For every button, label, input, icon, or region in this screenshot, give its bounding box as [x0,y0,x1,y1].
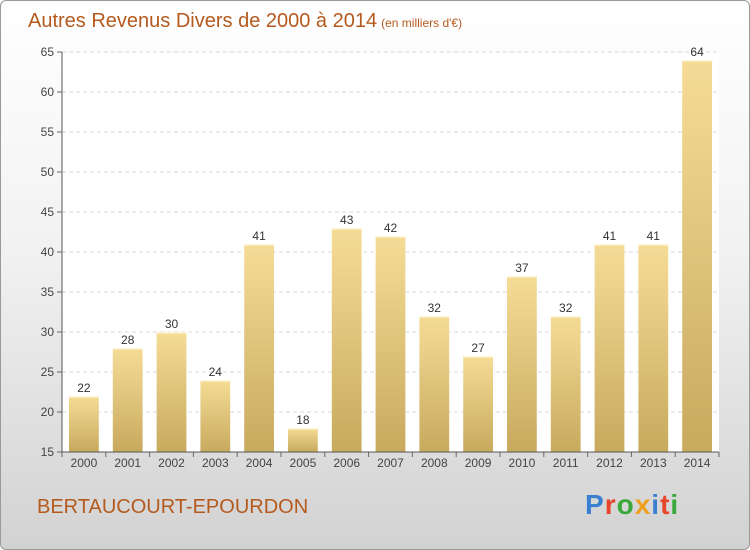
title-main: Autres Revenus Divers de 2000 à 2014 [28,10,378,32]
value-label: 41 [603,229,617,243]
bar [331,228,362,452]
x-tick-label: 2003 [202,456,229,470]
value-label: 32 [428,301,442,315]
bar [463,356,493,452]
x-tick-label: 2005 [290,456,317,470]
bar-highlight [463,356,493,358]
logo-letter: P [585,489,605,520]
value-label: 43 [340,213,354,227]
value-label: 32 [559,301,573,315]
x-tick-label: 2007 [377,456,404,470]
x-tick-label: 2008 [421,456,448,470]
bar [112,348,143,452]
bar [244,244,274,452]
value-label: 30 [165,317,179,331]
proxiti-logo[interactable]: Proxiti [585,489,679,521]
y-tick-label: 15 [41,445,55,459]
chart-title: Autres Revenus Divers de 2000 à 2014 (en … [28,10,462,33]
bar [288,428,318,452]
y-axis-ticks: 15 20 25 30 35 40 45 50 55 60 65 [41,45,62,459]
y-tick-label: 55 [41,125,55,139]
x-tick-label: 2000 [71,456,98,470]
title-subtitle: (en milliers d'€) [381,16,463,30]
value-label: 27 [471,341,485,355]
value-label: 64 [690,45,704,59]
bar [200,380,231,452]
y-tick-label: 30 [41,325,55,339]
bar-highlight [288,428,318,430]
x-tick-label: 2013 [640,456,667,470]
y-tick-label: 45 [41,205,55,219]
bar [682,60,712,452]
bar-highlight [156,332,187,334]
value-label: 41 [647,229,661,243]
location-label: BERTAUCOURT-EPOURDON [37,496,309,518]
x-tick-label: 2002 [158,456,185,470]
bars [69,60,712,452]
y-tick-label: 25 [41,365,55,379]
y-tick-label: 40 [41,245,55,259]
bar-highlight [375,236,406,238]
bar-highlight [244,244,274,246]
y-tick-label: 20 [41,405,55,419]
x-tick-label: 2010 [509,456,536,470]
value-label: 24 [209,365,223,379]
value-label: 18 [296,413,310,427]
y-tick-label: 60 [41,85,55,99]
bar [507,276,537,452]
bar-highlight [112,348,143,350]
y-tick-label: 35 [41,285,55,299]
logo-letter: t [660,489,671,520]
value-label: 22 [77,381,91,395]
bar-highlight [69,396,99,398]
bar-highlight [200,380,231,382]
x-tick-label: 2012 [596,456,623,470]
logo-letter: r [604,489,617,520]
bar-highlight [507,276,537,278]
bar-highlight [331,228,362,230]
logo-letter: x [634,489,652,520]
logo-letter: i [651,489,661,520]
bar [156,332,187,452]
logo-letter: o [616,489,635,520]
bar-highlight [550,316,581,318]
bar [638,244,669,452]
bar [550,316,581,452]
x-tick-label: 2014 [684,456,711,470]
x-axis-ticks: 2000 2001 2002 2003 2004 2005 2006 2007 2008 2009… [61,452,720,470]
bar [594,244,625,452]
x-tick-label: 2009 [465,456,492,470]
value-labels: 22 28 30 24 41 18 43 42 32 27 37 32 41 41 64 [77,45,704,427]
bar-highlight [638,244,669,246]
logo-letter: i [670,489,680,520]
y-tick-label: 65 [41,45,55,59]
value-label: 41 [252,229,266,243]
value-label: 42 [384,221,398,235]
bar [69,396,99,452]
bar [419,316,450,452]
x-tick-label: 2011 [553,456,579,470]
bar-highlight [419,316,450,318]
x-tick-label: 2004 [246,456,273,470]
bar [375,236,406,452]
y-tick-label: 50 [41,165,55,179]
bar-highlight [682,60,712,62]
value-label: 37 [515,261,529,275]
x-tick-label: 2001 [114,456,141,470]
x-tick-label: 2006 [333,456,360,470]
bar-highlight [594,244,625,246]
value-label: 28 [121,333,135,347]
